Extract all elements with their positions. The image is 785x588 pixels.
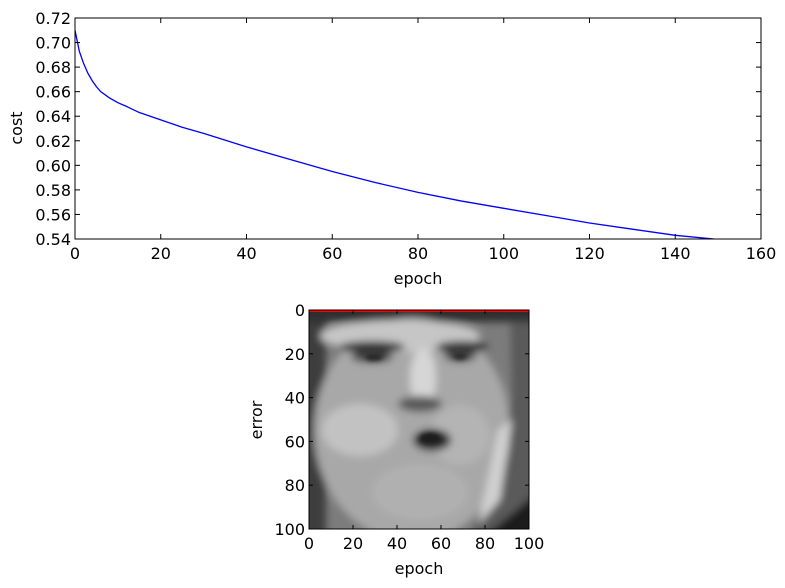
y-tick-label: 0.58 xyxy=(35,181,71,200)
cost-plot-frame xyxy=(74,17,762,240)
y-tick-label: 0.62 xyxy=(35,132,71,151)
image-y-axis-label: error xyxy=(247,400,266,439)
x-tick-label: 20 xyxy=(343,534,363,553)
cost-x-axis-label: epoch xyxy=(394,269,443,288)
x-tick-label: 120 xyxy=(574,244,605,263)
cost-series xyxy=(75,30,714,239)
x-tick-label: 40 xyxy=(387,534,407,553)
face-image-panel: 0 20 40 60 80 100 0 20 40 60 80 100 epoch error xyxy=(247,301,544,578)
cost-y-ticks: 0.54 0.56 0.58 0.60 0.62 0.64 0.66 0.68 0.70 0.72 xyxy=(35,9,761,249)
y-tick-label: 0.54 xyxy=(35,230,71,249)
y-tick-label: 0.70 xyxy=(35,34,71,53)
x-tick-label: 60 xyxy=(322,244,342,263)
cost-line xyxy=(75,30,714,239)
cost-y-axis-label: cost xyxy=(7,111,26,144)
cost-x-ticks: 0 20 40 60 80 100 120 140 160 xyxy=(70,18,776,263)
y-tick-label: 0.56 xyxy=(35,205,71,224)
image-y-ticks: 0 20 40 60 80 100 xyxy=(274,301,529,539)
x-tick-label: 100 xyxy=(514,534,545,553)
x-tick-label: 60 xyxy=(431,534,451,553)
x-tick-label: 40 xyxy=(236,244,256,263)
y-tick-label: 20 xyxy=(285,345,305,364)
y-tick-label: 0 xyxy=(295,301,305,320)
image-x-ticks: 0 20 40 60 80 100 xyxy=(304,310,544,553)
x-tick-label: 140 xyxy=(660,244,691,263)
y-tick-label: 0.72 xyxy=(35,9,71,28)
x-tick-label: 80 xyxy=(475,534,495,553)
x-tick-label: 80 xyxy=(408,244,428,263)
y-tick-label: 0.68 xyxy=(35,58,71,77)
x-tick-label: 0 xyxy=(70,244,80,263)
y-tick-label: 0.60 xyxy=(35,156,71,175)
y-tick-label: 80 xyxy=(285,476,305,495)
y-tick-label: 40 xyxy=(285,389,305,408)
y-tick-label: 60 xyxy=(285,432,305,451)
image-plot-frame xyxy=(308,309,530,530)
image-x-axis-label: epoch xyxy=(395,559,444,578)
x-tick-label: 100 xyxy=(488,244,519,263)
x-tick-label: 0 xyxy=(304,534,314,553)
x-tick-label: 20 xyxy=(151,244,171,263)
y-tick-label: 0.64 xyxy=(35,107,71,126)
y-tick-label: 0.66 xyxy=(35,83,71,102)
y-tick-label: 100 xyxy=(274,520,305,539)
cost-line-chart: 0 20 40 60 80 100 120 140 160 0.540.560.580.600.… xyxy=(7,9,776,288)
face-image xyxy=(309,310,529,529)
x-tick-label: 160 xyxy=(746,244,777,263)
